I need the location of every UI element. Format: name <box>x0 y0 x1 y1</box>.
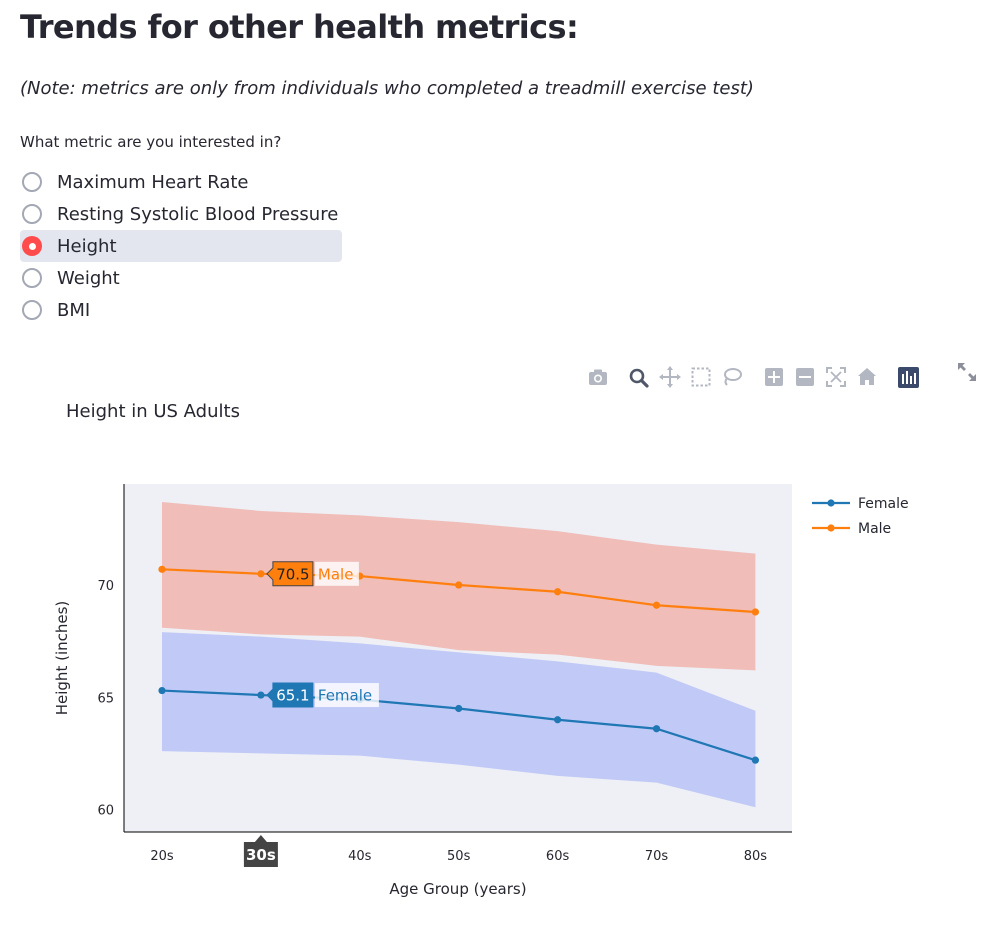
note-text: (Note: metrics are only from individuals… <box>20 78 754 99</box>
radio-option-label: Height <box>57 235 117 257</box>
lasso-icon[interactable] <box>720 363 744 391</box>
metric-question-label: What metric are you interested in? <box>20 133 282 151</box>
hover-name-box <box>314 561 359 586</box>
y-tick-label: 70 <box>97 579 114 594</box>
hover-value-box <box>266 682 314 708</box>
data-point-male-30s[interactable] <box>257 570 265 578</box>
hover-name-box <box>314 683 379 708</box>
metric-radio-group: Maximum Heart Rate Resting Systolic Bloo… <box>20 166 343 326</box>
zoom-in-icon[interactable] <box>762 363 786 391</box>
data-point-male-70s[interactable] <box>652 601 661 609</box>
data-point-female-80s[interactable] <box>751 756 760 764</box>
legend-marker <box>827 499 835 507</box>
radio-option-label: BMI <box>57 299 91 321</box>
x-hover-tick: 30s <box>243 835 278 867</box>
band-female <box>162 632 756 808</box>
chart-title: Height in US Adults <box>66 401 240 422</box>
hover-name-text: Female <box>318 687 372 705</box>
data-point-male-60s[interactable] <box>554 588 562 596</box>
data-point-female-30s[interactable] <box>257 691 265 699</box>
hover-value-text: 65.1 <box>276 687 309 705</box>
series-line-male <box>161 568 756 614</box>
legend-label: Male <box>858 521 891 537</box>
hover-label-male: 70.5 Male <box>266 561 359 587</box>
hover-value-box <box>266 561 314 587</box>
radio-circle-icon[interactable] <box>22 300 42 320</box>
band-male <box>162 501 756 671</box>
x-tick-label: 20s <box>150 849 174 864</box>
radio-circle-icon[interactable] <box>22 204 42 224</box>
data-point-female-40s[interactable] <box>356 695 364 704</box>
legend-marker <box>827 524 835 532</box>
data-point-female-70s[interactable] <box>652 725 661 733</box>
plot-area <box>124 484 792 832</box>
radio-circle-icon[interactable] <box>22 172 42 192</box>
data-point-female-20s[interactable] <box>158 686 166 695</box>
legend-item-female[interactable]: Female <box>812 496 909 512</box>
x-tick-label: 70s <box>645 849 669 864</box>
radio-option-height[interactable]: Height <box>20 230 343 262</box>
x-tick-label: 80s <box>744 849 768 864</box>
expand-icon[interactable] <box>955 360 979 384</box>
radio-option-weight[interactable]: Weight <box>20 262 342 294</box>
hover-label-female: 65.1 Female <box>266 682 379 708</box>
y-axis-label: Height (inches) <box>53 601 71 716</box>
radio-option-label: Weight <box>57 267 120 289</box>
hover-value-text: 70.5 <box>276 565 309 583</box>
radio-option-resting-bp[interactable]: Resting Systolic Blood Pressure <box>20 198 342 230</box>
radio-option-label: Resting Systolic Blood Pressure <box>57 203 339 225</box>
pan-icon[interactable] <box>658 363 682 391</box>
camera-icon[interactable] <box>586 363 610 391</box>
x-tick-label: 60s <box>546 849 570 864</box>
box-select-icon[interactable] <box>689 363 713 391</box>
data-point-female-50s[interactable] <box>455 704 463 713</box>
y-tick-label: 60 <box>97 804 114 819</box>
y-tick-label: 65 <box>97 691 114 706</box>
radio-circle-icon[interactable] <box>22 268 42 288</box>
data-point-female-60s[interactable] <box>554 716 562 724</box>
page-title: Trends for other health metrics: <box>20 8 579 46</box>
radio-option-label: Maximum Heart Rate <box>57 171 249 193</box>
series-line-female <box>161 689 756 762</box>
x-hover-tick-box <box>243 842 278 867</box>
zoom-icon[interactable] <box>627 363 651 391</box>
legend-label: Female <box>858 496 909 512</box>
x-tick-label: 30s <box>246 846 276 864</box>
zoom-out-icon[interactable] <box>793 363 817 391</box>
legend-item-male[interactable]: Male <box>812 521 891 537</box>
data-point-male-80s[interactable] <box>751 608 760 616</box>
x-tick-label: 40s <box>348 849 372 864</box>
reset-axes-icon[interactable] <box>855 363 879 391</box>
radio-option-bmi[interactable]: BMI <box>20 294 342 326</box>
radio-circle-icon[interactable] <box>22 236 42 256</box>
autoscale-icon[interactable] <box>824 363 848 391</box>
plotly-logo-icon[interactable] <box>896 363 920 391</box>
x-axis-label: Age Group (years) <box>389 880 526 898</box>
data-point-male-50s[interactable] <box>455 581 463 589</box>
x-hover-tick-arrow <box>254 835 267 842</box>
data-point-male-40s[interactable] <box>356 572 364 580</box>
hover-name-text: Male <box>318 565 354 583</box>
x-tick-label: 50s <box>447 849 471 864</box>
radio-option-max-heart-rate[interactable]: Maximum Heart Rate <box>20 166 342 198</box>
data-point-male-20s[interactable] <box>158 565 166 573</box>
